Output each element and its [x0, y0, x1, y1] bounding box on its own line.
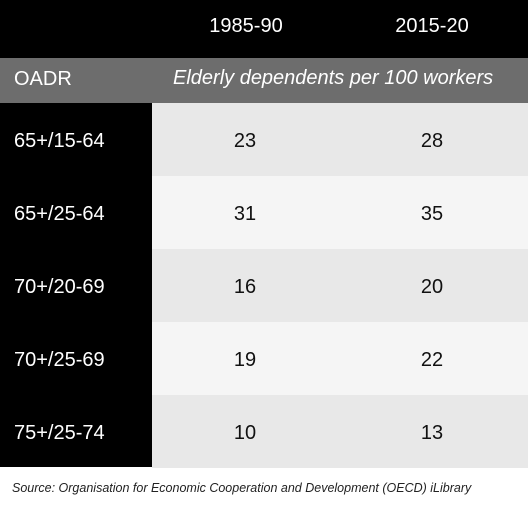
- cell-value: 22: [420, 349, 444, 371]
- table-row: [152, 395, 528, 468]
- row-label: 65+/15-64: [14, 130, 105, 152]
- table-subheader: OADR Elderly dependents per 100 workers: [0, 58, 528, 103]
- cell-value: 35: [420, 203, 444, 225]
- column-header-1985-90: 1985-90: [209, 15, 283, 37]
- cell-value: 31: [233, 203, 257, 225]
- cell-value: 13: [420, 422, 444, 444]
- cell-value: 10: [233, 422, 257, 444]
- units-label: Elderly dependents per 100 workers: [173, 67, 494, 89]
- cell-value: 20: [420, 276, 444, 298]
- cell-value: 16: [233, 276, 257, 298]
- cell-value: 19: [233, 349, 257, 371]
- table-header: 1985-90 2015-20: [0, 0, 528, 58]
- oadr-table: 1985-90 2015-20 OADR Elderly dependents …: [0, 0, 528, 468]
- oadr-label: OADR: [14, 68, 72, 90]
- row-label: 70+/25-69: [14, 349, 105, 371]
- row-label: 75+/25-74: [14, 422, 105, 444]
- row-label: 65+/25-64: [14, 203, 105, 225]
- source-note: Source: Organisation for Economic Cooper…: [12, 481, 472, 495]
- cell-value: 23: [233, 130, 257, 152]
- row-label-column: [0, 103, 152, 467]
- table-row: [152, 103, 528, 176]
- cell-value: 28: [420, 130, 444, 152]
- column-header-2015-20: 2015-20: [395, 15, 469, 37]
- table-row: [152, 322, 528, 395]
- table-row: [152, 249, 528, 322]
- table-row: [152, 176, 528, 249]
- row-label: 70+/20-69: [14, 276, 105, 298]
